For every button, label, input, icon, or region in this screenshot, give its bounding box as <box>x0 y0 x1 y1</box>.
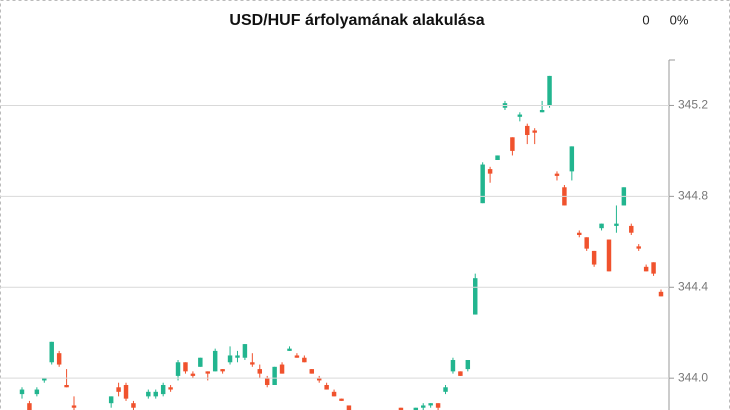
candle-body <box>250 362 255 365</box>
candle-body <box>473 278 478 315</box>
candle-body <box>421 405 426 408</box>
candle-body <box>309 369 315 374</box>
candle-body <box>577 232 582 235</box>
candle-body <box>220 369 225 372</box>
candle-body <box>19 389 25 395</box>
candle-body <box>190 373 196 376</box>
plot <box>19 75 664 410</box>
candle-body <box>413 407 419 410</box>
candle-body <box>487 169 493 174</box>
candle-body <box>264 378 270 385</box>
candle-body <box>108 396 114 404</box>
change-percent: 0% <box>670 12 689 27</box>
candle-body <box>27 403 32 410</box>
candle-body <box>316 378 322 381</box>
candle-body <box>331 391 337 397</box>
y-tick-label: 344.0 <box>678 370 708 384</box>
candle-body <box>116 387 121 392</box>
candle-body <box>495 155 500 160</box>
candle-body <box>279 364 285 374</box>
candle-body <box>510 137 515 151</box>
candle-body <box>146 391 151 397</box>
y-tick-label: 344.8 <box>678 189 708 203</box>
candle-body <box>651 262 656 274</box>
y-tick-label: 344.4 <box>678 279 708 293</box>
candle-body <box>569 146 575 172</box>
candle-body <box>242 344 248 358</box>
candle-body <box>287 348 292 351</box>
candle-body <box>435 403 441 408</box>
candle-body <box>272 366 277 385</box>
candle-body <box>450 360 456 372</box>
candle-body <box>71 405 77 408</box>
candle-body <box>175 362 181 376</box>
candle-body <box>34 389 40 395</box>
candle-body <box>212 350 218 372</box>
candle-body <box>160 385 166 395</box>
candle-body <box>480 164 485 204</box>
candle-body <box>227 355 233 363</box>
candle-body <box>525 125 530 135</box>
candle-body <box>643 266 649 272</box>
candle-body <box>591 250 597 265</box>
candle-body <box>554 173 560 176</box>
candle-body <box>517 114 523 117</box>
candle-body <box>539 110 545 113</box>
candle-body <box>205 371 210 374</box>
candle-body <box>346 405 352 410</box>
candle-body <box>257 369 262 374</box>
change: 0 <box>642 12 649 27</box>
candle-body <box>443 387 448 392</box>
candle-body <box>49 341 54 363</box>
candle-body <box>547 75 552 106</box>
y-tick-label: 345.2 <box>678 98 708 112</box>
candle-body <box>183 362 188 372</box>
candle-body <box>428 403 433 406</box>
candle-body <box>131 403 136 408</box>
candle-body <box>606 239 612 272</box>
candle-body <box>339 398 344 401</box>
candle-body <box>636 246 641 249</box>
candle-body <box>532 130 537 133</box>
candle-body <box>614 223 619 226</box>
candle-body <box>198 357 203 367</box>
candle-body <box>398 407 404 410</box>
candle-body <box>153 391 158 397</box>
candle-body <box>599 223 604 229</box>
candle-body <box>294 355 300 358</box>
candle-body <box>56 353 62 365</box>
candle-body <box>458 371 463 376</box>
candle-body <box>584 237 589 249</box>
candle-body <box>465 360 471 370</box>
candle-body <box>324 385 329 390</box>
candle-body <box>235 355 240 358</box>
candle-body <box>168 387 173 390</box>
candle-body <box>42 378 47 381</box>
candle-body <box>64 385 69 388</box>
candle-body <box>123 385 129 399</box>
chart-title: USD/HUF árfolyamának alakulása <box>229 12 484 29</box>
candle-body <box>302 357 307 363</box>
candle-body <box>658 291 664 297</box>
candle-body <box>629 225 634 233</box>
